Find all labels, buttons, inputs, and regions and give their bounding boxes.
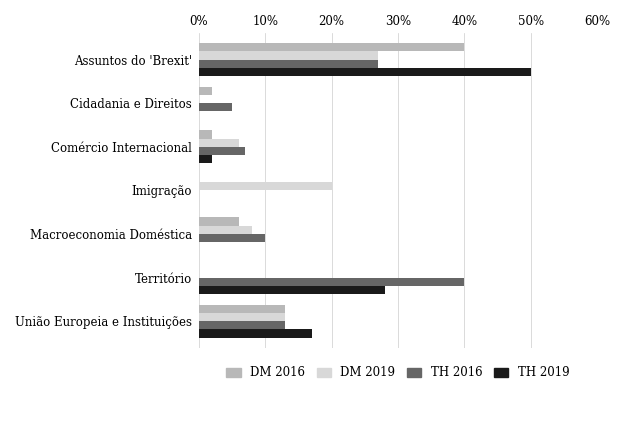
Bar [199, 139, 239, 147]
Bar [199, 286, 384, 294]
Bar [199, 321, 285, 329]
Bar [199, 329, 312, 338]
Bar [199, 103, 232, 111]
Bar [199, 155, 212, 163]
Bar [199, 51, 378, 60]
Bar [199, 226, 252, 234]
Bar [199, 87, 212, 95]
Bar [199, 218, 239, 226]
Bar [199, 130, 212, 139]
Legend: DM 2016, DM 2019, TH 2016, TH 2019: DM 2016, DM 2019, TH 2016, TH 2019 [223, 363, 573, 383]
Bar [199, 60, 378, 68]
Bar [199, 182, 332, 190]
Bar [199, 305, 285, 313]
Bar [199, 43, 464, 51]
Bar [199, 234, 265, 242]
Bar [199, 313, 285, 321]
Bar [199, 278, 464, 286]
Bar [199, 68, 531, 76]
Bar [199, 147, 246, 155]
